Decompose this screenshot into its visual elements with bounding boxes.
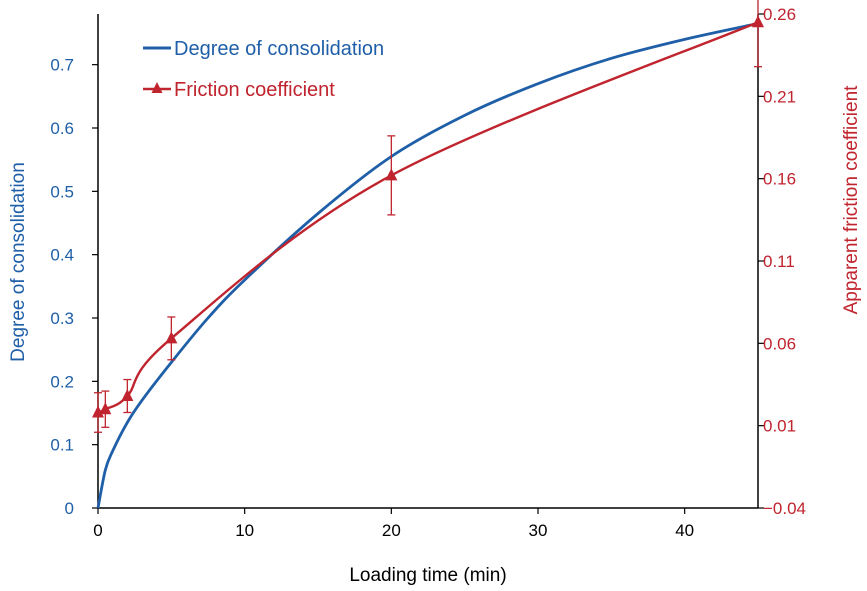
right-tick-label: 0.01	[763, 417, 796, 436]
legend-label-consolidation: Degree of consolidation	[174, 38, 384, 60]
right-tick-label: 0.21	[763, 87, 796, 106]
right-tick-label: 0.11	[763, 252, 795, 271]
left-tick-label: 0.7	[50, 56, 74, 75]
left-tick-label: 0.5	[50, 182, 74, 201]
left-y-ticks: 0 0.1 0.2 0.3 0.4 0.5 0.6 0.7	[50, 56, 98, 518]
legend-label-friction: Friction coefficient	[174, 79, 335, 101]
friction-marker	[165, 331, 178, 344]
right-tick-label: 0.16	[763, 170, 796, 189]
left-tick-label: 0.6	[50, 119, 74, 138]
left-axis-title: Degree of consolidation	[8, 162, 29, 362]
x-tick-label: 40	[675, 521, 694, 540]
x-tick-label: 30	[529, 521, 548, 540]
x-tick-label: 10	[235, 521, 254, 540]
friction-marker	[121, 389, 134, 402]
friction-marker	[752, 15, 764, 28]
left-tick-label: 0	[65, 499, 74, 518]
x-tick-label: 20	[382, 521, 401, 540]
legend-triangle-marker	[151, 82, 163, 93]
friction-marker	[99, 402, 112, 415]
x-ticks: 0 10 20 30 40	[93, 508, 694, 540]
friction-marker	[92, 405, 104, 418]
left-tick-label: 0.1	[50, 436, 74, 455]
friction-marker	[385, 168, 398, 181]
right-axis-title: Apparent friction coefficient	[841, 85, 862, 315]
right-tick-label: 0.26	[763, 5, 796, 24]
right-tick-label: 0.06	[763, 334, 796, 353]
x-axis-title: Loading time (min)	[349, 565, 506, 586]
left-tick-label: 0.2	[50, 372, 74, 391]
x-tick-label: 0	[93, 521, 102, 540]
right-y-ticks: −0.04 0.01 0.06 0.11 0.16 0.21 0.26	[758, 5, 806, 518]
right-tick-label: −0.04	[763, 499, 806, 518]
legend: Degree of consolidation Friction coeffic…	[143, 38, 384, 101]
series-layer	[92, 0, 764, 509]
left-tick-label: 0.4	[50, 246, 74, 265]
left-tick-label: 0.3	[50, 309, 74, 328]
